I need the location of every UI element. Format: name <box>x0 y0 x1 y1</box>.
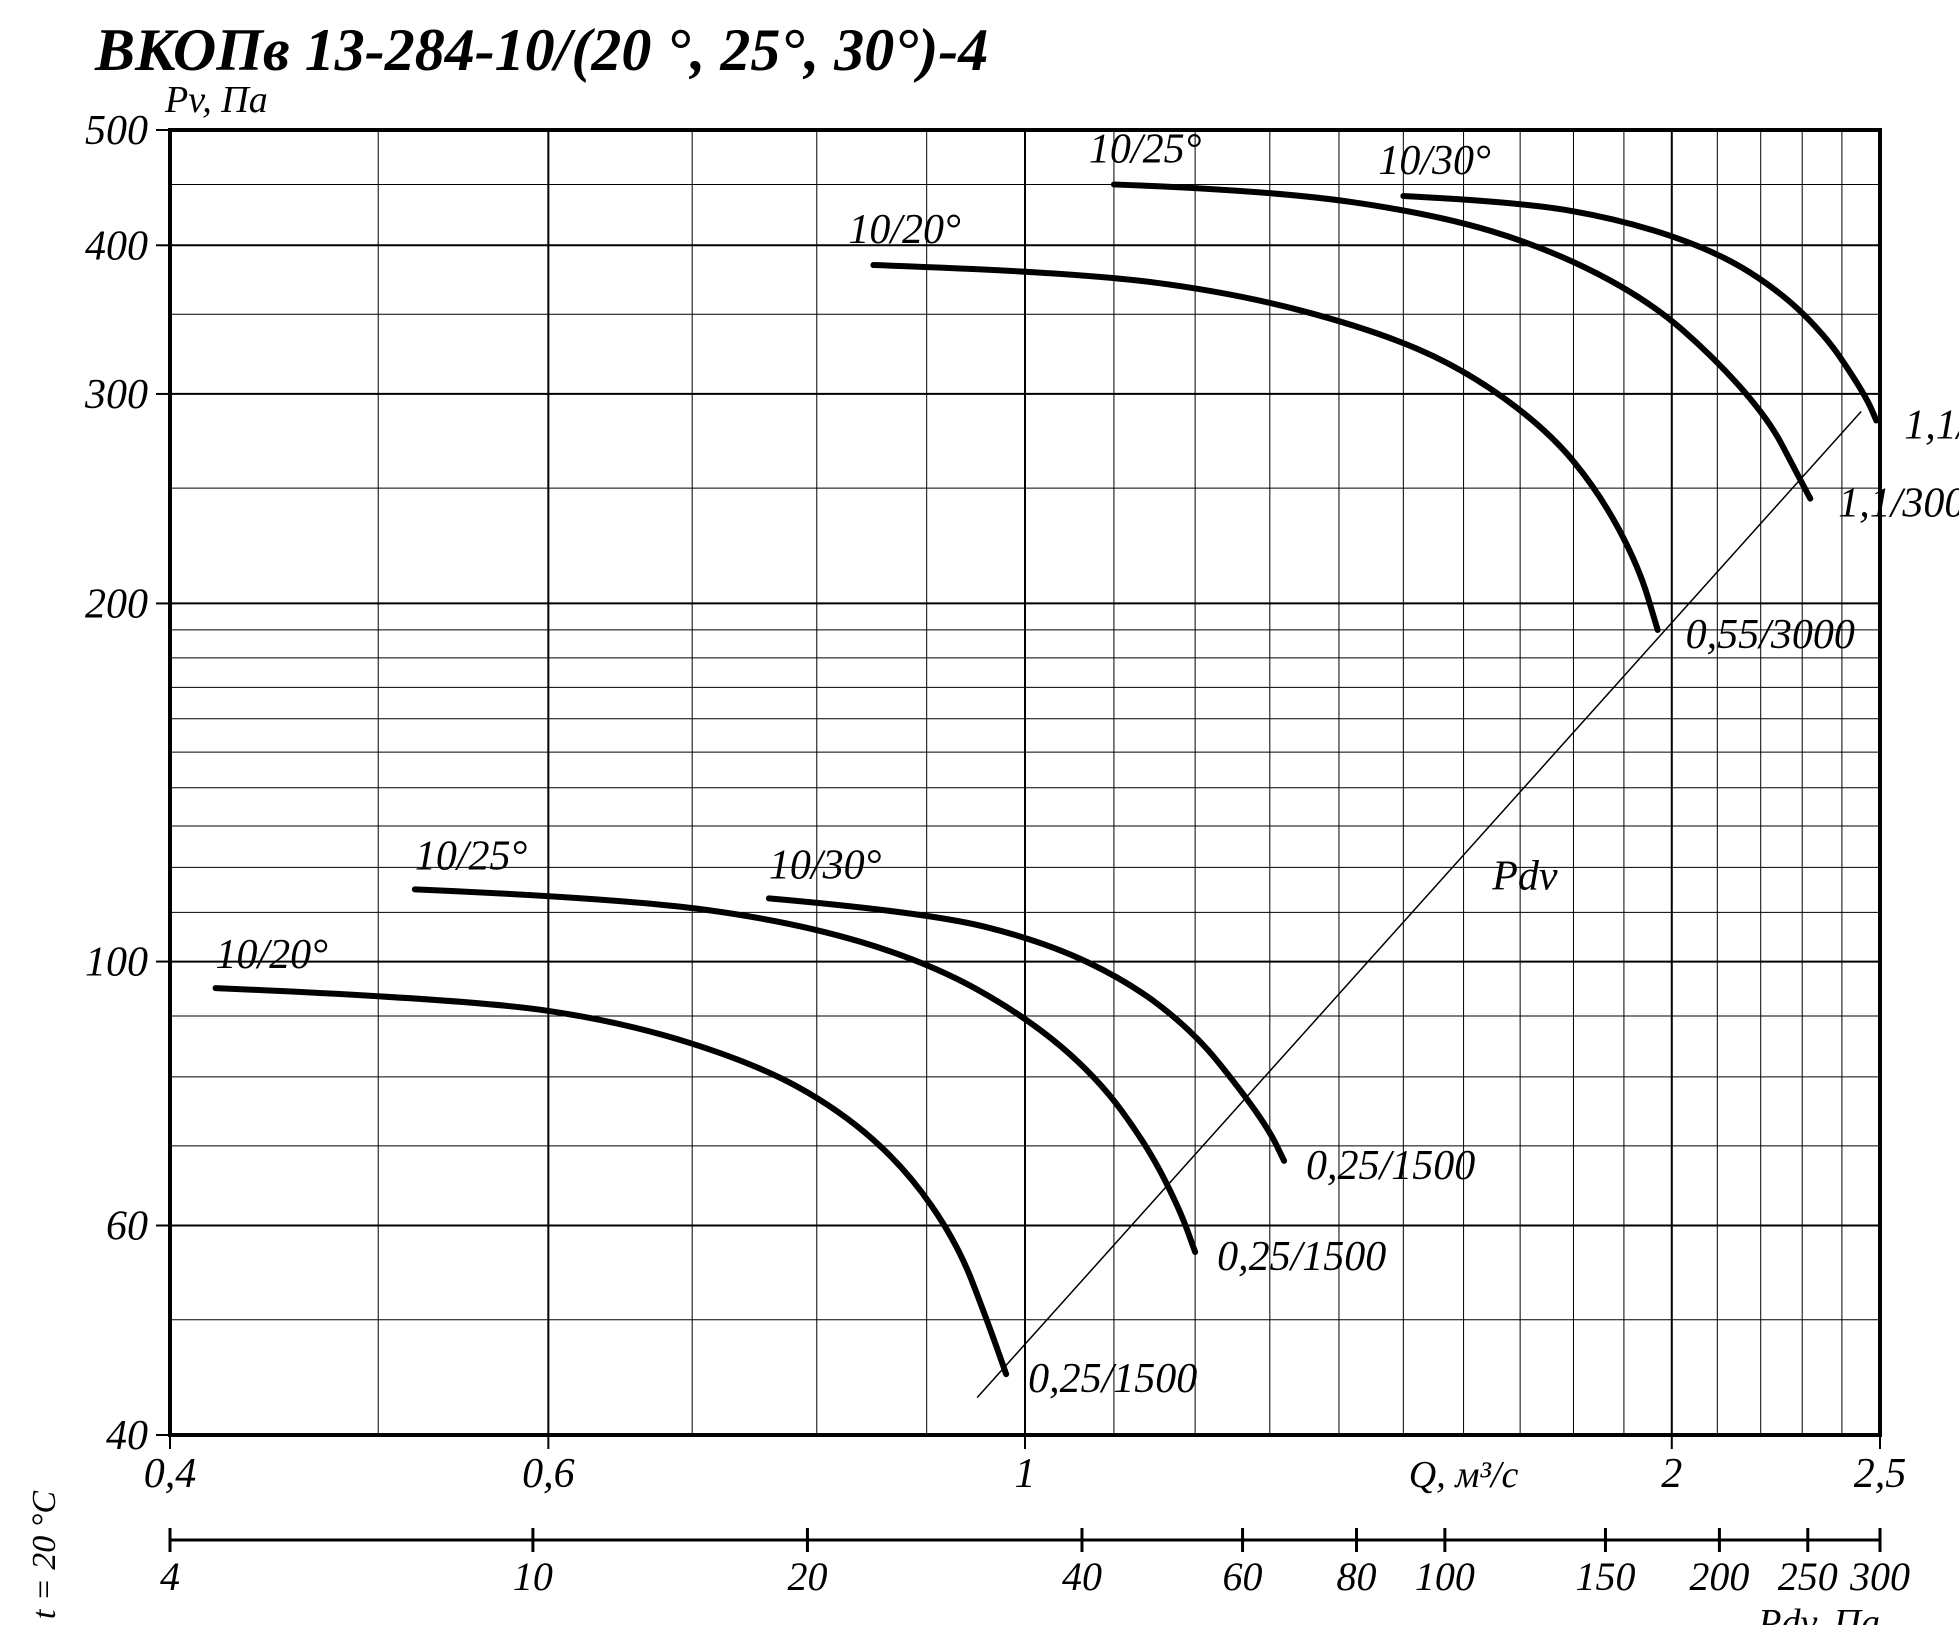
temperature-note: t = 20 °C <box>26 1491 63 1619</box>
curve-start-label: 10/30° <box>1378 138 1491 184</box>
curve-end-label: 0,55/3000 <box>1686 612 1855 658</box>
chart-title: ВКОПв 13-284-10/(20 °, 25°, 30°)-4 <box>94 17 988 83</box>
y-tick-label: 300 <box>84 372 148 418</box>
curve-start-label: 10/25° <box>415 833 528 879</box>
y-axis-label: Pv, Па <box>164 79 268 121</box>
pdv-axis-label: Pdv, Па <box>1757 1602 1880 1625</box>
pdv-tick-label: 250 <box>1778 1554 1838 1599</box>
y-tick-label: 500 <box>85 108 148 154</box>
curve-end-label: 0,25/1500 <box>1028 1356 1197 1402</box>
curve-end-label: 0,25/1500 <box>1306 1143 1475 1189</box>
pdv-tick-label: 60 <box>1223 1554 1263 1599</box>
fan-performance-chart: ВКОПв 13-284-10/(20 °, 25°, 30°)-4Pv, Па… <box>0 0 1959 1625</box>
pdv-tick-label: 80 <box>1337 1554 1377 1599</box>
x-tick-label: 0,6 <box>522 1451 575 1497</box>
y-tick-label: 100 <box>85 940 148 986</box>
y-tick-label: 400 <box>85 223 148 269</box>
y-tick-label: 60 <box>106 1204 148 1250</box>
pdv-tick-label: 20 <box>787 1554 827 1599</box>
curve-start-label: 10/20° <box>216 932 329 978</box>
pdv-tick-label: 300 <box>1849 1554 1910 1599</box>
curve-start-label: 10/25° <box>1089 126 1202 172</box>
pdv-tick-label: 100 <box>1415 1554 1475 1599</box>
pdv-tick-label: 40 <box>1062 1554 1102 1599</box>
x-axis-label: Q, м³/с <box>1409 1454 1519 1496</box>
pdv-tick-label: 150 <box>1575 1554 1635 1599</box>
x-tick-label: 2 <box>1661 1451 1682 1497</box>
curve-end-label: 1,1/3000 <box>1904 402 1959 448</box>
curve-end-label: 0,25/1500 <box>1217 1234 1386 1280</box>
curve-start-label: 10/30° <box>769 842 882 888</box>
x-tick-label: 2,5 <box>1854 1451 1907 1497</box>
y-tick-label: 200 <box>85 581 148 627</box>
curve-start-label: 10/20° <box>848 207 961 253</box>
pdv-tick-label: 200 <box>1689 1554 1749 1599</box>
pdv-line-label: Pdv <box>1491 853 1558 899</box>
curve-end-label: 1,1/3000 <box>1838 481 1959 527</box>
x-tick-label: 1 <box>1015 1451 1036 1497</box>
pdv-tick-label: 10 <box>513 1554 553 1599</box>
y-tick-label: 40 <box>106 1413 148 1459</box>
x-tick-label: 0,4 <box>144 1451 197 1497</box>
pdv-tick-label: 4 <box>160 1554 180 1599</box>
